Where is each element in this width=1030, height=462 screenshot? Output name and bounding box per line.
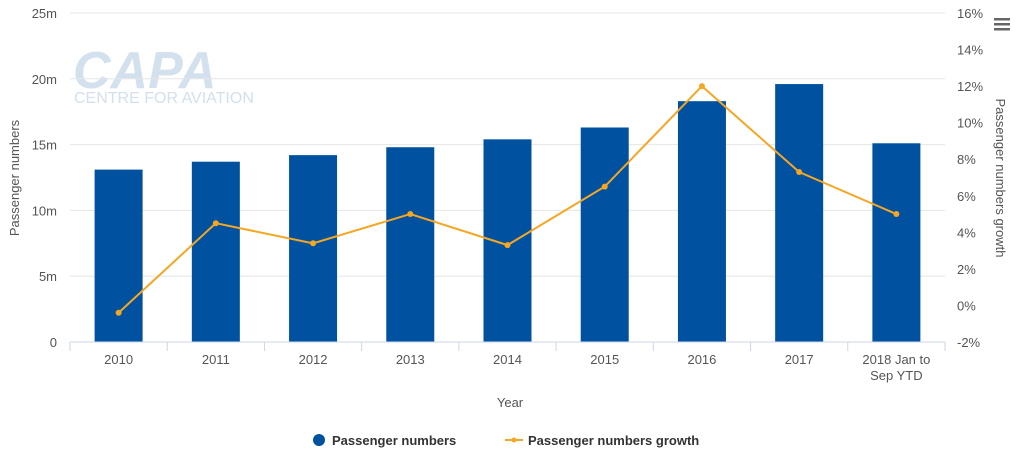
y2-tick-label: 10%	[957, 116, 983, 131]
y2-tick-label: -2%	[957, 335, 981, 350]
legend-label-passenger-numbers: Passenger numbers	[332, 433, 456, 448]
watermark: CAPA CENTRE FOR AVIATION	[73, 42, 254, 107]
y2-tick-label: 6%	[957, 189, 976, 204]
x-axis-title: Year	[497, 395, 524, 410]
legend-swatch-marker	[511, 437, 517, 443]
growth-point[interactable]	[893, 211, 900, 218]
x-tick-label: 2016	[687, 352, 716, 367]
x-tick-label: 2018 Jan to Sep YTD	[862, 352, 930, 383]
bar[interactable]	[872, 143, 921, 342]
y-tick-label: 5m	[39, 269, 57, 284]
y-tick-label: 10m	[32, 203, 57, 218]
growth-point[interactable]	[796, 169, 803, 176]
hamburger-icon	[994, 18, 1010, 31]
watermark-brand: CAPA	[73, 42, 216, 100]
y-tick-label: 15m	[32, 138, 57, 153]
y-tick-label: 20m	[32, 72, 57, 87]
y-axis-title: Passenger numbers	[7, 119, 22, 236]
legend-swatch-bar	[313, 434, 325, 446]
chart-menu-button[interactable]	[991, 14, 1011, 34]
growth-point[interactable]	[601, 183, 608, 190]
legend-item-passenger-numbers-growth[interactable]: Passenger numbers growth	[505, 433, 699, 448]
x-tick-label: 2010	[104, 352, 133, 367]
y2-tick-label: 12%	[957, 79, 983, 94]
y2-tick-label: 16%	[957, 6, 983, 21]
growth-point[interactable]	[310, 240, 317, 247]
y2-tick-label: 0%	[957, 298, 976, 313]
legend-label-passenger-numbers-growth: Passenger numbers growth	[528, 433, 699, 448]
axes: 0 5m 10m 15m 20m 25m -2% 0% 2% 4% 6% 8% 10% 12% 14% 16%…	[32, 6, 984, 383]
watermark-tagline: CENTRE FOR AVIATION	[74, 90, 254, 107]
line-series	[115, 83, 900, 316]
x-tick-label: 2017	[785, 352, 814, 367]
legend-item-passenger-numbers[interactable]: Passenger numbers	[313, 433, 456, 448]
bar[interactable]	[386, 147, 435, 342]
y2-axis-title: Passenger numbers growth	[993, 99, 1008, 258]
bar[interactable]	[775, 84, 824, 343]
growth-point[interactable]	[698, 83, 705, 90]
growth-point[interactable]	[115, 309, 122, 316]
x-tick-label: 2015	[590, 352, 619, 367]
growth-point[interactable]	[504, 242, 511, 249]
bar[interactable]	[289, 155, 338, 342]
bar[interactable]	[677, 101, 726, 342]
bar[interactable]	[94, 169, 143, 342]
bar[interactable]	[191, 161, 240, 342]
y-tick-label: 25m	[32, 6, 57, 21]
growth-point[interactable]	[212, 220, 219, 227]
bar-series	[94, 84, 921, 343]
y2-tick-label: 8%	[957, 152, 976, 167]
x-tick-label: 2014	[493, 352, 522, 367]
y-tick-label: 0	[50, 335, 57, 350]
legend: Passenger numbers Passenger numbers grow…	[313, 433, 699, 448]
y2-tick-label: 14%	[957, 43, 983, 58]
y2-tick-label: 2%	[957, 262, 976, 277]
x-tick-label: 2011	[202, 352, 230, 367]
bar[interactable]	[580, 127, 629, 342]
x-tick-label: 2012	[299, 352, 328, 367]
growth-point[interactable]	[407, 211, 414, 218]
y2-tick-label: 4%	[957, 225, 976, 240]
x-tick-label: 2013	[396, 352, 425, 367]
